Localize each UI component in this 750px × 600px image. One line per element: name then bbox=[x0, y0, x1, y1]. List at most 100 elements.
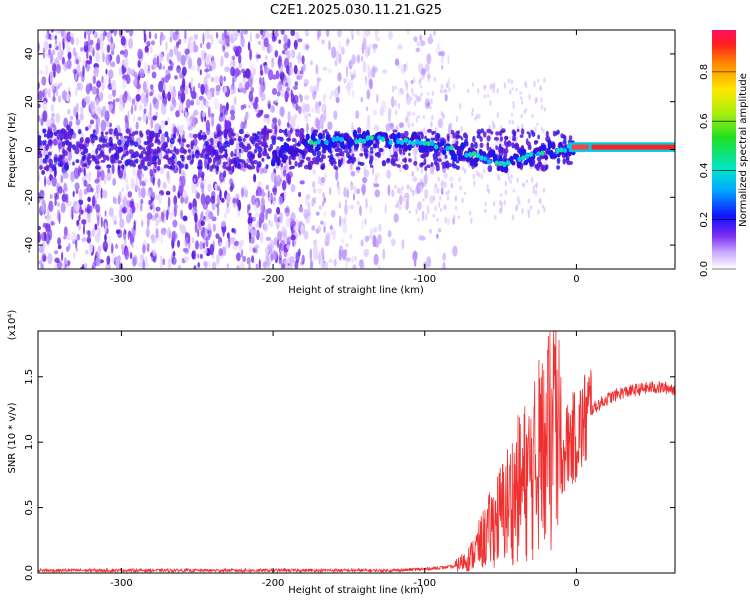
heatmap-speckle bbox=[39, 189, 45, 195]
heatmap-speckle bbox=[233, 138, 237, 141]
heatmap-speckle bbox=[309, 248, 313, 261]
heatmap-speckle bbox=[329, 94, 332, 101]
heatmap-speckle bbox=[440, 84, 444, 89]
heatmap-speckle bbox=[432, 213, 435, 218]
heatmap-speckle bbox=[207, 106, 211, 118]
heatmap-speckle bbox=[503, 148, 509, 154]
heatmap-speckle bbox=[533, 80, 536, 88]
heatmap-speckle bbox=[193, 86, 196, 92]
heatmap-speckle bbox=[166, 52, 170, 63]
heatmap-speckle bbox=[110, 50, 115, 56]
heatmap-speckle bbox=[458, 176, 461, 183]
heatmap-speckle bbox=[392, 163, 398, 167]
heatmap-speckle bbox=[133, 78, 138, 87]
heatmap-speckle bbox=[93, 66, 100, 78]
heatmap-speckle bbox=[423, 181, 427, 188]
heatmap-speckle bbox=[315, 64, 319, 75]
ridge-halo bbox=[523, 159, 529, 166]
heatmap-speckle bbox=[407, 123, 410, 129]
heatmap-speckle bbox=[301, 159, 305, 164]
heatmap-speckle bbox=[183, 85, 189, 96]
heatmap-speckle bbox=[38, 135, 41, 141]
heatmap-speckle bbox=[284, 90, 289, 103]
heatmap-speckle bbox=[477, 172, 481, 178]
heatmap-speckle bbox=[267, 147, 272, 152]
heatmap-speckle bbox=[404, 206, 407, 210]
heatmap-speckle bbox=[165, 41, 168, 51]
heatmap-speckle bbox=[78, 144, 85, 149]
heatmap-speckle bbox=[216, 205, 220, 217]
heatmap-speckle bbox=[63, 226, 68, 237]
heatmap-speckle bbox=[74, 239, 78, 249]
heatmap-speckle bbox=[210, 34, 214, 46]
heatmap-speckle bbox=[132, 131, 136, 136]
heatmap-speckle bbox=[52, 63, 57, 72]
heatmap-speckle bbox=[293, 94, 299, 105]
heatmap-speckle bbox=[263, 222, 269, 233]
heatmap-speckle bbox=[143, 141, 149, 146]
heatmap-speckle bbox=[268, 197, 271, 203]
heatmap-speckle bbox=[50, 30, 55, 33]
heatmap-speckle bbox=[117, 139, 122, 146]
heatmap-speckle bbox=[394, 99, 397, 107]
heatmap-speckle bbox=[49, 72, 53, 84]
heatmap-speckle bbox=[109, 62, 113, 67]
heatmap-speckle bbox=[173, 195, 178, 206]
heatmap-speckle bbox=[364, 169, 370, 178]
heatmap-speckle bbox=[340, 150, 345, 157]
heatmap-speckle bbox=[311, 197, 315, 207]
ridge-core bbox=[407, 139, 412, 145]
heatmap-speckle bbox=[54, 199, 57, 206]
heatmap-speckle bbox=[292, 85, 298, 90]
heatmap-speckle bbox=[520, 114, 523, 119]
heatmap-speckle bbox=[429, 195, 435, 204]
heatmap-speckle bbox=[323, 211, 326, 217]
heatmap-speckle bbox=[255, 263, 259, 269]
heatmap-speckle bbox=[224, 140, 230, 145]
heatmap-speckle bbox=[493, 82, 496, 89]
heatmap-speckle bbox=[435, 46, 441, 55]
heatmap-speckle bbox=[45, 232, 51, 245]
heatmap-speckle bbox=[167, 165, 173, 170]
heatmap-speckle bbox=[237, 161, 241, 169]
heatmap-speckle bbox=[216, 253, 220, 264]
heatmap-speckle bbox=[191, 251, 195, 259]
heatmap-speckle bbox=[339, 215, 342, 228]
heatmap-speckle bbox=[173, 148, 176, 153]
heatmap-speckle bbox=[500, 201, 503, 207]
ridge-core bbox=[324, 139, 329, 145]
heatmap-speckle bbox=[323, 92, 326, 104]
heatmap-speckle bbox=[340, 157, 344, 163]
heatmap-speckle bbox=[394, 85, 397, 90]
heatmap-speckle bbox=[154, 163, 157, 168]
heatmap-speckle bbox=[233, 96, 237, 105]
heatmap-speckle bbox=[169, 212, 173, 220]
heatmap-speckle bbox=[382, 248, 386, 260]
ridge-halo bbox=[553, 154, 558, 159]
heatmap-speckle bbox=[329, 186, 332, 196]
heatmap-speckle bbox=[236, 252, 241, 262]
heatmap-speckle bbox=[197, 262, 201, 268]
heatmap-speckle bbox=[57, 201, 60, 207]
heatmap-speckle bbox=[511, 142, 515, 149]
heatmap-speckle bbox=[240, 35, 245, 48]
heatmap-speckle bbox=[240, 249, 244, 258]
heatmap-speckle bbox=[304, 44, 310, 50]
heatmap-speckle bbox=[39, 165, 43, 171]
ridge-halo bbox=[300, 150, 305, 155]
heatmap-speckle bbox=[86, 237, 91, 244]
heatmap-speckle bbox=[390, 238, 396, 247]
heatmap-speckle bbox=[483, 84, 487, 89]
heatmap-speckle bbox=[204, 260, 208, 269]
heatmap-speckle bbox=[420, 68, 426, 76]
heatmap-speckle bbox=[430, 162, 434, 167]
heatmap-speckle bbox=[188, 202, 193, 211]
heatmap-speckle bbox=[225, 102, 229, 111]
heatmap-speckle bbox=[447, 136, 450, 142]
heatmap-speckle bbox=[249, 159, 253, 163]
heatmap-speckle bbox=[473, 180, 476, 187]
heatmap-speckle bbox=[219, 172, 225, 183]
heatmap-speckle bbox=[384, 203, 387, 214]
heatmap-speckle bbox=[95, 256, 101, 267]
heatmap-speckle bbox=[141, 219, 144, 228]
